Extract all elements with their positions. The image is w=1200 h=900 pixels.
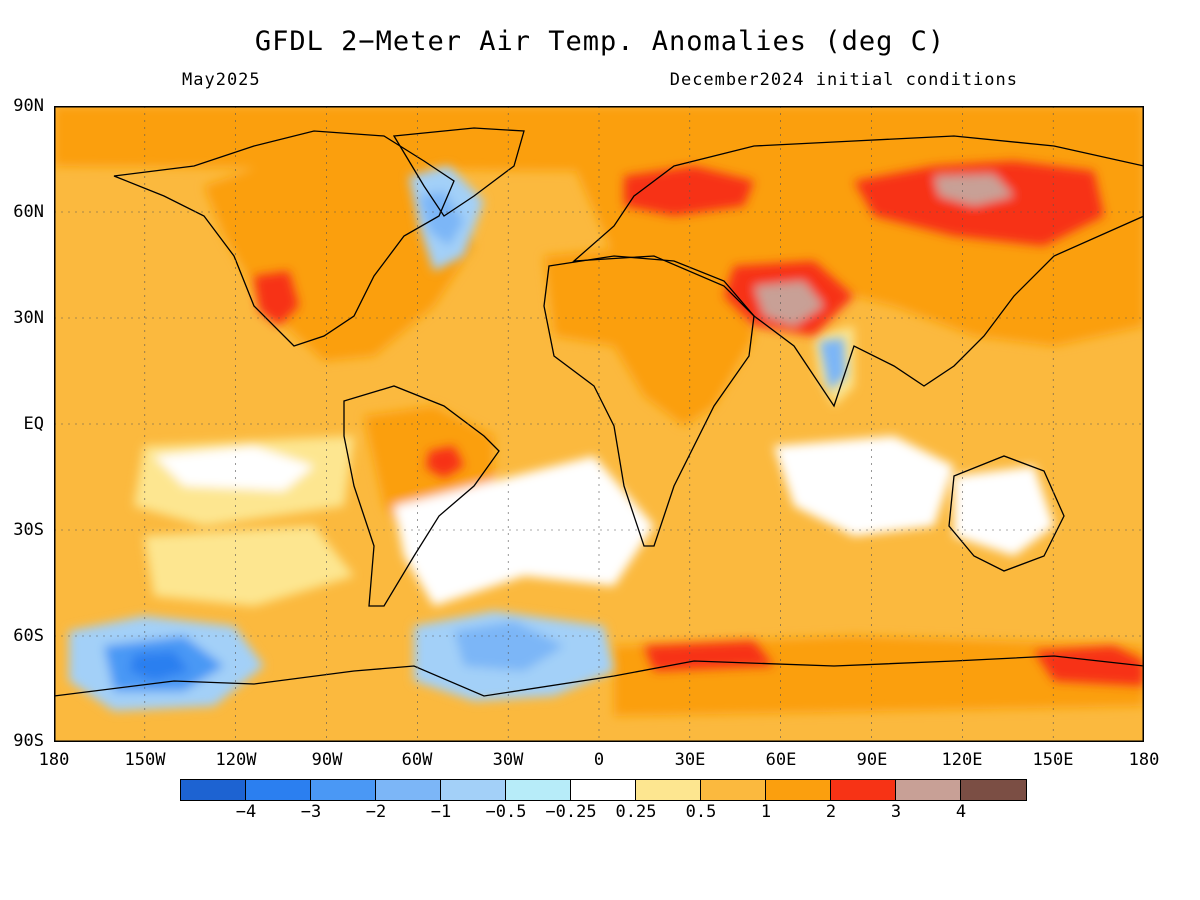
lon-label-120e: 120E <box>941 750 983 770</box>
lat-label-60n: 60N <box>13 202 44 222</box>
south-atlantic-cold-core <box>454 621 564 671</box>
colorbar-label: −0.5 <box>485 802 527 822</box>
colorbar-swatch-neutral <box>571 780 636 800</box>
lon-label-180e: 180 <box>1128 750 1160 770</box>
colorbar-swatch-2-to-3 <box>831 780 896 800</box>
colorbar-swatch-minus-2-to-minus-1 <box>376 780 441 800</box>
lon-label-120w: 120W <box>215 750 257 770</box>
india-cold-anomaly <box>819 338 846 391</box>
lon-label-90e: 90E <box>856 750 888 770</box>
colorbar-swatch-minus-4-to-minus-3 <box>246 780 311 800</box>
colorbar-label: 3 <box>890 802 902 822</box>
pacific-neutral-region <box>154 446 314 491</box>
africa-anomaly-region <box>544 246 754 426</box>
colorbar <box>180 779 1027 801</box>
australia-neutral-region <box>954 466 1054 556</box>
greenland-coastline <box>392 127 525 217</box>
lat-label-30n: 30N <box>13 308 44 328</box>
colorbar-label: −4 <box>235 802 257 822</box>
lat-label-30s: 30S <box>13 520 44 540</box>
lon-label-60w: 60W <box>401 750 433 770</box>
australia-coastline <box>948 455 1065 572</box>
colorbar-label: 0.5 <box>685 802 717 822</box>
north-america-coastline <box>113 130 455 347</box>
lat-label-eq: EQ <box>23 414 44 434</box>
map-frame <box>54 106 1144 742</box>
lon-label-90w: 90W <box>311 750 343 770</box>
colorbar-swatch-minus-3-to-minus-2 <box>311 780 376 800</box>
anomaly-map <box>54 106 1144 742</box>
lon-label-30e: 30E <box>674 750 706 770</box>
south-america-coastline <box>343 385 500 607</box>
colorbar-swatch-0-5-to-1 <box>701 780 766 800</box>
colorbar-label: 2 <box>825 802 837 822</box>
initial-conditions: December2024 initial conditions <box>669 70 1018 90</box>
eurasia-coastline <box>572 135 1144 408</box>
forecast-month: May2025 <box>182 70 261 90</box>
lat-label-90s: 90S <box>13 731 44 751</box>
lon-label-180w: 180 <box>38 750 70 770</box>
colorbar-label: −3 <box>300 802 322 822</box>
western-usa-warm-anomaly <box>254 271 299 326</box>
colorbar-label: −1 <box>430 802 452 822</box>
lon-label-0: 0 <box>593 750 605 770</box>
lat-label-60s: 60S <box>13 626 44 646</box>
indian-ocean-neutral-region <box>774 436 954 536</box>
antarctic-coast-warm-anomaly <box>644 641 774 671</box>
lon-label-60e: 60E <box>765 750 797 770</box>
colorbar-swatch-minus-0-5-to-minus-0-25 <box>506 780 571 800</box>
africa-coastline <box>543 255 755 547</box>
colorbar-label: 0.25 <box>615 802 657 822</box>
colorbar-swatch-minus-1-to-minus-0-5 <box>441 780 506 800</box>
siberia-strong-warm-anomaly <box>934 174 1014 206</box>
brazil-warm-anomaly <box>426 446 464 478</box>
south-pacific-anomaly-region <box>144 526 354 606</box>
central-asia-strong-warm-anomaly <box>754 281 824 326</box>
colorbar-label: 4 <box>955 802 967 822</box>
colorbar-swatch-0-25-to-0-5 <box>636 780 701 800</box>
lon-label-150w: 150W <box>124 750 166 770</box>
atlantic-neutral-region <box>394 456 654 606</box>
antarctica-coastline <box>54 655 1144 697</box>
colorbar-label: −2 <box>365 802 387 822</box>
lon-label-30w: 30W <box>492 750 524 770</box>
north-atlantic-cold-core <box>419 191 464 246</box>
map-title: GFDL 2−Meter Air Temp. Anomalies (deg C) <box>254 26 946 57</box>
lat-label-90n: 90N <box>13 96 44 116</box>
colorbar-swatch-above-4 <box>961 780 1026 800</box>
colorbar-swatch-1-to-2 <box>766 780 831 800</box>
colorbar-swatch-3-to-4 <box>896 780 961 800</box>
colorbar-label: 1 <box>760 802 772 822</box>
southeast-pacific-warm-anomaly <box>1034 646 1144 686</box>
lon-label-150e: 150E <box>1032 750 1074 770</box>
colorbar-label: −0.25 <box>545 802 597 822</box>
south-pacific-cold-center <box>129 651 189 681</box>
colorbar-swatch-below-minus-4 <box>181 780 246 800</box>
